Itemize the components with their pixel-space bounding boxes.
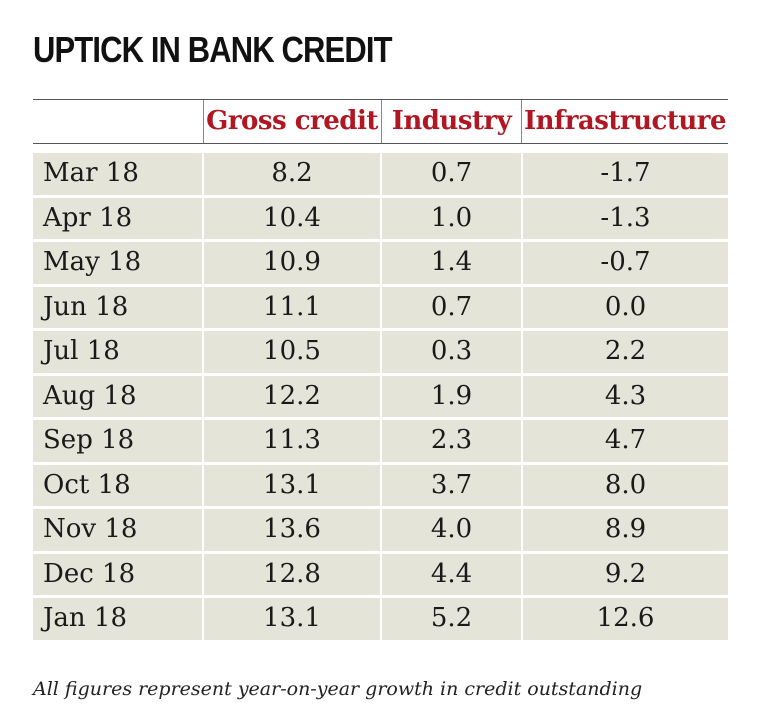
industry-cell: 1.0 (382, 197, 521, 239)
table-row: May 18 10.9 1.4 -0.7 (33, 242, 728, 284)
gross-credit-cell: 10.9 (204, 242, 380, 284)
infrastructure-cell: -1.7 (523, 153, 728, 195)
industry-cell: 0.7 (382, 286, 521, 328)
footnote: All figures represent year-on-year growt… (33, 678, 643, 700)
gross-credit-cell: 10.5 (204, 331, 380, 373)
industry-cell: 1.9 (382, 375, 521, 417)
month-cell: Jan 18 (33, 598, 202, 640)
header-cell-industry: Industry (391, 106, 512, 136)
table-row: Nov 18 13.6 4.0 8.9 (33, 509, 728, 551)
gross-credit-cell: 12.8 (204, 553, 380, 595)
table-row: Apr 18 10.4 1.0 -1.3 (33, 197, 728, 239)
table-row: Jul 18 10.5 0.3 2.2 (33, 331, 728, 373)
table-row: Jan 18 13.1 5.2 12.6 (33, 598, 728, 640)
table-row: Jun 18 11.1 0.7 0.0 (33, 286, 728, 328)
infrastructure-cell: 8.9 (523, 509, 728, 551)
gross-credit-cell: 13.6 (204, 509, 380, 551)
infrastructure-cell: 4.3 (523, 375, 728, 417)
gross-credit-cell: 13.1 (204, 464, 380, 506)
industry-cell: 4.4 (382, 553, 521, 595)
month-cell: Jul 18 (33, 331, 202, 373)
gross-credit-cell: 10.4 (204, 197, 380, 239)
table-row: Aug 18 12.2 1.9 4.3 (33, 375, 728, 417)
infrastructure-cell: -0.7 (523, 242, 728, 284)
header-separator (521, 100, 522, 143)
gross-credit-cell: 11.3 (204, 420, 380, 462)
infrastructure-cell: 8.0 (523, 464, 728, 506)
month-cell: Mar 18 (33, 153, 202, 195)
industry-cell: 3.7 (382, 464, 521, 506)
industry-cell: 2.3 (382, 420, 521, 462)
industry-cell: 0.7 (382, 153, 521, 195)
month-cell: Apr 18 (33, 197, 202, 239)
chart-title: UPTICK IN BANK CREDIT (33, 29, 392, 70)
table-row: Dec 18 12.8 4.4 9.2 (33, 553, 728, 595)
month-cell: Dec 18 (33, 553, 202, 595)
table-row: Mar 18 8.2 0.7 -1.7 (33, 153, 728, 195)
infrastructure-cell: 2.2 (523, 331, 728, 373)
gross-credit-cell: 13.1 (204, 598, 380, 640)
header-cell-gross-credit: Gross credit (206, 106, 378, 136)
infrastructure-cell: 0.0 (523, 286, 728, 328)
infrastructure-cell: 12.6 (523, 598, 728, 640)
month-cell: Aug 18 (33, 375, 202, 417)
table-body: Mar 18 8.2 0.7 -1.7 Apr 18 10.4 1.0 -1.3 May 18 1… (33, 153, 728, 643)
industry-cell: 1.4 (382, 242, 521, 284)
table-row: Sep 18 11.3 2.3 4.7 (33, 420, 728, 462)
industry-cell: 0.3 (382, 331, 521, 373)
industry-cell: 5.2 (382, 598, 521, 640)
header-separator (381, 100, 382, 143)
infrastructure-cell: 4.7 (523, 420, 728, 462)
industry-cell: 4.0 (382, 509, 521, 551)
table-row: Oct 18 13.1 3.7 8.0 (33, 464, 728, 506)
infrastructure-cell: 9.2 (523, 553, 728, 595)
gross-credit-cell: 12.2 (204, 375, 380, 417)
month-cell: May 18 (33, 242, 202, 284)
month-cell: Jun 18 (33, 286, 202, 328)
header-top-rule (33, 99, 728, 100)
header-bottom-rule (33, 143, 728, 144)
gross-credit-cell: 8.2 (204, 153, 380, 195)
header-separator (203, 100, 204, 143)
gross-credit-cell: 11.1 (204, 286, 380, 328)
month-cell: Nov 18 (33, 509, 202, 551)
month-cell: Oct 18 (33, 464, 202, 506)
month-cell: Sep 18 (33, 420, 202, 462)
infrastructure-cell: -1.3 (523, 197, 728, 239)
header-cell-infrastructure: Infrastructure (523, 106, 727, 136)
header-cell-label (33, 100, 203, 143)
